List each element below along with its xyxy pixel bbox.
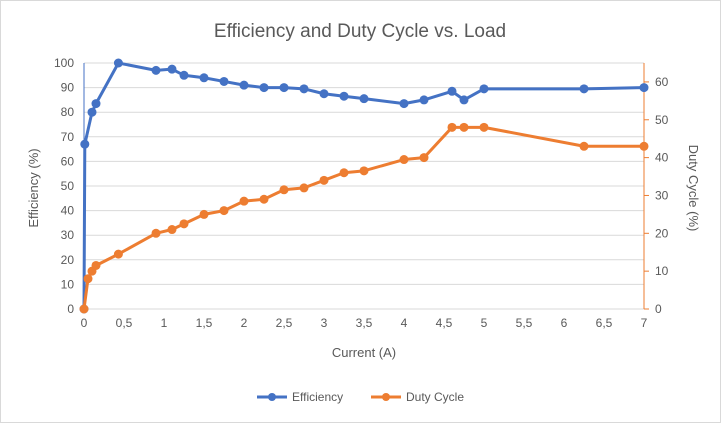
- y-tick-label: 80: [61, 105, 75, 119]
- data-point-duty-cycle: [359, 166, 369, 176]
- y-tick-label: 70: [61, 130, 75, 144]
- y2-axis-title: Duty Cycle (%): [686, 145, 701, 232]
- data-point-duty-cycle: [479, 122, 489, 132]
- series-line-duty-cycle: [82, 125, 644, 310]
- y2-tick-label: 60: [655, 75, 669, 89]
- y-tick-label: 10: [61, 277, 75, 291]
- y-tick-label: 50: [61, 179, 75, 193]
- data-point-efficiency: [80, 139, 90, 149]
- series-duty-cycle: [79, 122, 649, 314]
- x-tick-label: 7: [641, 316, 648, 330]
- data-point-efficiency: [359, 94, 369, 104]
- x-tick-label: 5: [481, 316, 488, 330]
- data-point-efficiency: [199, 73, 209, 83]
- x-tick-label: 0: [81, 316, 88, 330]
- data-point-duty-cycle: [419, 153, 429, 163]
- data-point-efficiency: [113, 58, 123, 68]
- x-tick-label: 0,5: [116, 316, 133, 330]
- data-point-efficiency: [179, 70, 189, 80]
- series-efficiency: [79, 58, 649, 314]
- x-tick-label: 6,5: [596, 316, 613, 330]
- data-point-efficiency: [91, 99, 101, 109]
- x-tick-label: 6: [561, 316, 568, 330]
- legend-marker-duty-cycle: [382, 393, 390, 401]
- data-point-efficiency: [259, 83, 269, 93]
- y2-tick-label: 10: [655, 264, 669, 278]
- x-tick-label: 3,5: [356, 316, 373, 330]
- legend-label-duty-cycle: Duty Cycle: [406, 390, 464, 404]
- y2-tick-label: 50: [655, 113, 669, 127]
- y-axis-title: Efficiency (%): [26, 148, 41, 227]
- y2-tick-label: 40: [655, 151, 669, 165]
- tick-labels: 0 10 20 30 40 50 60 70 80 90 100 0 10 20 30 40 50 60 0 0,5 1…: [54, 56, 669, 330]
- y-tick-label: 90: [61, 81, 75, 95]
- legend-item-duty-cycle: Duty Cycle: [371, 390, 464, 404]
- x-tick-label: 4,5: [436, 316, 453, 330]
- data-point-efficiency: [299, 84, 309, 94]
- series: [79, 58, 649, 314]
- x-tick-label: 1: [161, 316, 168, 330]
- x-tick-label: 2: [241, 316, 248, 330]
- data-point-efficiency: [399, 99, 409, 109]
- data-point-efficiency: [447, 86, 457, 96]
- data-point-duty-cycle: [319, 175, 329, 185]
- data-point-efficiency: [219, 76, 229, 86]
- y-tick-label: 20: [61, 253, 75, 267]
- x-tick-label: 5,5: [516, 316, 533, 330]
- data-point-duty-cycle: [113, 249, 123, 259]
- chart-title: Efficiency and Duty Cycle vs. Load: [214, 21, 506, 42]
- y-tick-label: 30: [61, 228, 75, 242]
- data-point-duty-cycle: [279, 185, 289, 195]
- x-tick-label: 1,5: [196, 316, 213, 330]
- y-tick-label: 40: [61, 204, 75, 218]
- data-point-efficiency: [87, 107, 97, 117]
- legend-item-efficiency: Efficiency: [257, 390, 343, 404]
- data-point-efficiency: [167, 64, 177, 74]
- x-tick-label: 2,5: [276, 316, 293, 330]
- data-point-efficiency: [459, 95, 469, 105]
- data-point-efficiency: [479, 84, 489, 94]
- data-point-duty-cycle: [259, 194, 269, 204]
- x-tick-label: 4: [401, 316, 408, 330]
- data-point-duty-cycle: [447, 122, 457, 132]
- y-tick-label: 60: [61, 154, 75, 168]
- x-tick-label: 3: [321, 316, 328, 330]
- data-point-efficiency: [239, 80, 249, 90]
- gridlines: [84, 62, 644, 285]
- legend-marker-efficiency: [268, 393, 276, 401]
- y2-tick-label: 30: [655, 188, 669, 202]
- data-point-efficiency: [151, 65, 161, 75]
- data-point-duty-cycle: [167, 225, 177, 235]
- data-point-duty-cycle: [579, 141, 589, 151]
- data-point-duty-cycle: [151, 228, 161, 238]
- data-point-duty-cycle: [459, 122, 469, 132]
- data-point-duty-cycle: [639, 141, 649, 151]
- y2-tick-label: 0: [655, 302, 662, 316]
- data-point-duty-cycle: [91, 260, 101, 270]
- legend: Efficiency Duty Cycle: [257, 390, 464, 404]
- data-point-duty-cycle: [399, 155, 409, 165]
- data-point-efficiency: [279, 83, 289, 93]
- data-point-duty-cycle: [199, 209, 209, 219]
- data-point-efficiency: [419, 95, 429, 105]
- data-point-duty-cycle: [83, 274, 93, 284]
- data-point-duty-cycle: [299, 183, 309, 193]
- data-point-efficiency: [319, 89, 329, 99]
- data-point-efficiency: [339, 91, 349, 101]
- x-axis-title: Current (A): [332, 345, 396, 360]
- data-point-duty-cycle: [179, 219, 189, 229]
- data-point-duty-cycle: [339, 168, 349, 178]
- data-point-duty-cycle: [219, 206, 229, 216]
- y2-tick-label: 20: [655, 226, 669, 240]
- data-point-efficiency: [639, 83, 649, 93]
- data-point-duty-cycle: [239, 196, 249, 206]
- data-point-efficiency: [579, 84, 589, 94]
- legend-label-efficiency: Efficiency: [292, 390, 343, 404]
- y-tick-label: 100: [54, 56, 74, 70]
- y-tick-label: 0: [67, 302, 74, 316]
- data-point-duty-cycle: [79, 304, 89, 314]
